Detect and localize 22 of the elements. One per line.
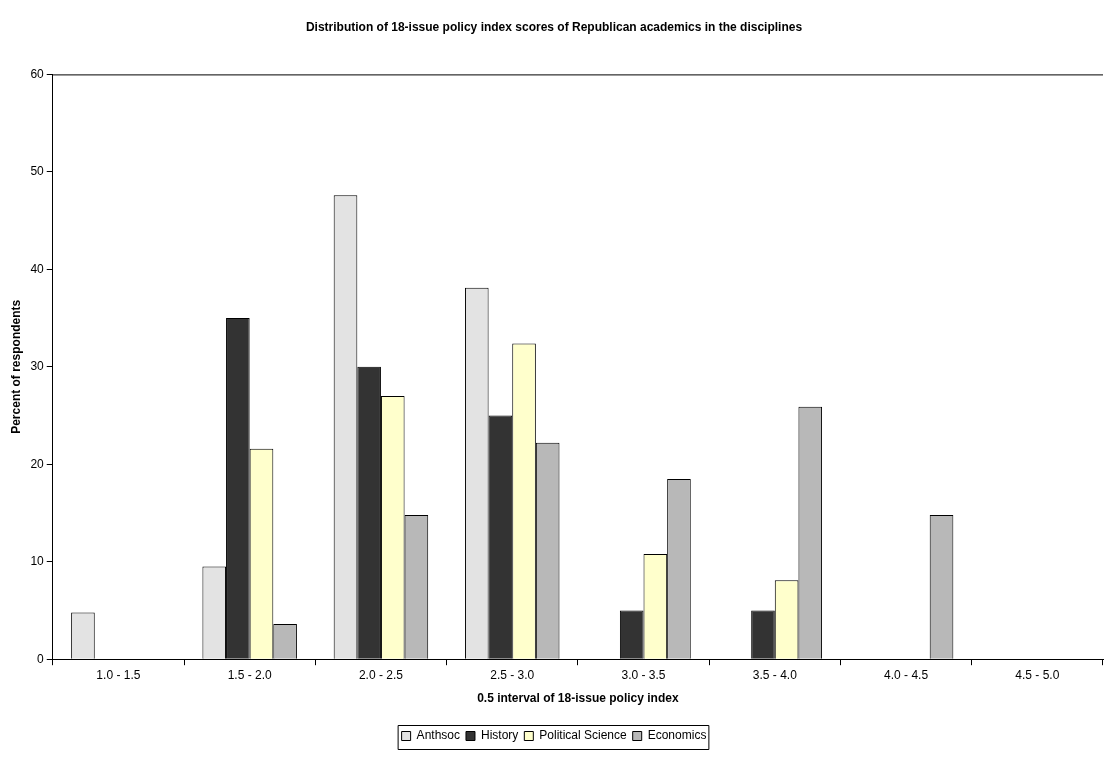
y-tick-label: 50 [30, 164, 45, 179]
y-tick-label: 40 [30, 261, 45, 276]
x-tick-label: 4.5 - 5.0 [1015, 667, 1060, 682]
x-tick-label: 2.5 - 3.0 [490, 667, 535, 682]
y-axis-title: Percent of respondents [8, 299, 23, 434]
legend-label: Anthsoc [416, 728, 460, 743]
chart-title: Distribution of 18-issue policy index scores of Republican academics in the disciplines [305, 19, 803, 34]
x-tick-label: 2.0 - 2.5 [358, 667, 404, 682]
x-tick-label: 3.5 - 4.0 [752, 667, 798, 682]
legend-label: Economics [647, 728, 707, 743]
x-tick-label: 4.0 - 4.5 [884, 667, 929, 682]
y-tick-label: 0 [37, 651, 45, 666]
x-axis-title: 0.5 interval of 18-issue policy index [477, 691, 679, 706]
legend-label: History [480, 728, 519, 743]
y-tick-label: 20 [30, 456, 45, 471]
y-tick-label: 10 [30, 554, 45, 569]
x-tick-label: 1.5 - 2.0 [227, 667, 273, 682]
x-tick-label: 3.0 - 3.5 [621, 667, 666, 682]
x-tick-label: 1.0 - 1.5 [96, 667, 141, 682]
y-tick-label: 60 [30, 66, 45, 81]
y-tick-label: 30 [30, 359, 45, 374]
legend-label: Political Science [539, 728, 628, 743]
